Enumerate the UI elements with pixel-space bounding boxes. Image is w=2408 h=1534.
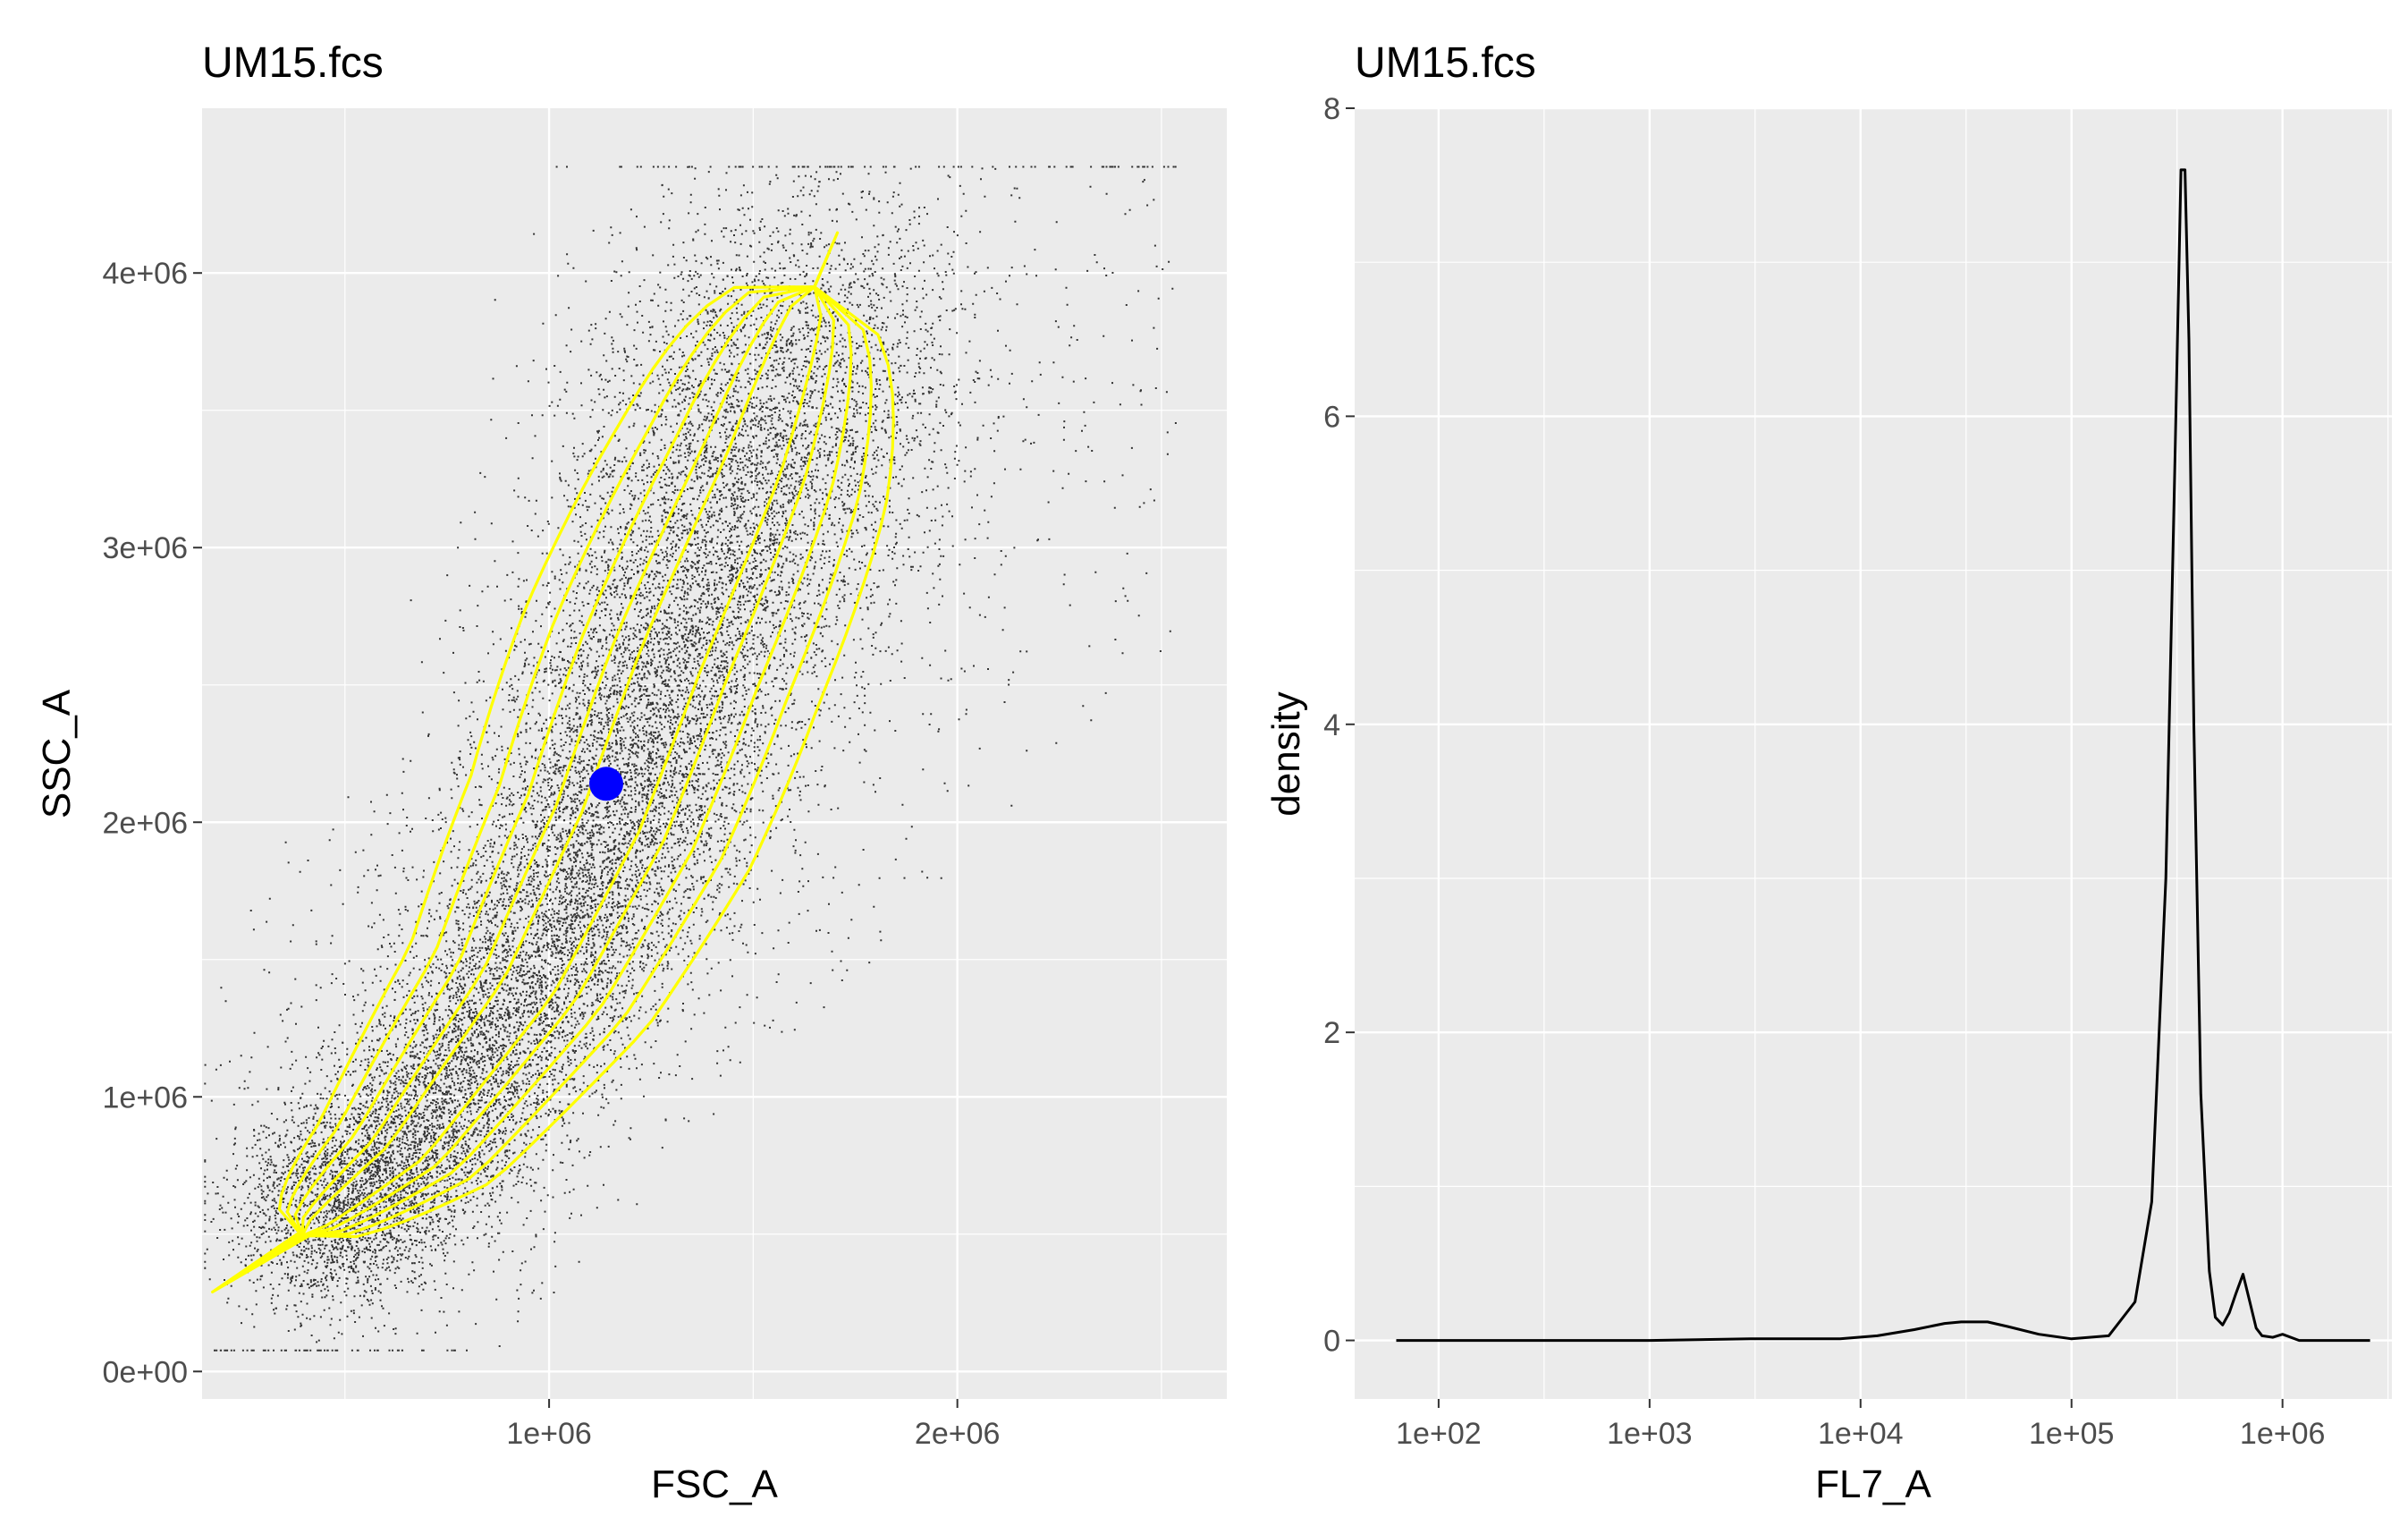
highlight-point: [589, 767, 624, 801]
x-tick-label: 1e+03: [1607, 1417, 1693, 1451]
scatter-density-contours: [211, 231, 895, 1293]
density-series: [1396, 168, 2370, 1343]
y-tick-label: 6: [1323, 400, 1340, 434]
scatter-panel: UM15.fcs 1e+06 2e+06 0e+00 1e+06 2e+06 3e+06…: [35, 39, 1227, 1506]
density-panel: UM15.fcs 1e+02 1e+03 1e+04 1e+05 1e+06 0 2 4 6 8…: [1264, 39, 2392, 1506]
y-tick-label: 4e+06: [103, 257, 189, 291]
y-tick-label: 8: [1323, 92, 1340, 126]
density-y-ticks: 0 2 4 6 8: [1323, 92, 1355, 1359]
x-tick-label: 1e+06: [2240, 1417, 2326, 1451]
density-contour-5: [211, 231, 895, 1293]
scatter-points: [204, 165, 1177, 1352]
y-tick-label: 3e+06: [103, 531, 189, 565]
scatter-highlight-layer: [589, 767, 624, 801]
x-tick-label: 1e+04: [1818, 1417, 1904, 1451]
scatter-y-ticks: 0e+00 1e+06 2e+06 3e+06 4e+06: [103, 257, 202, 1389]
density-title: UM15.fcs: [1355, 39, 1536, 87]
density-plot-background: [1355, 108, 2392, 1399]
y-tick-label: 4: [1323, 708, 1340, 742]
x-tick-label: 1e+06: [506, 1417, 592, 1451]
density-line: [1396, 168, 2370, 1343]
y-tick-label: 2: [1323, 1016, 1340, 1050]
scatter-point-cloud: [204, 165, 1177, 1352]
density-gridlines: [1355, 106, 2392, 1399]
density-x-axis-label: FL7_A: [1815, 1462, 1931, 1506]
scatter-y-axis-label: SSC_A: [35, 689, 79, 818]
scatter-title: UM15.fcs: [202, 39, 384, 87]
scatter-x-ticks: 1e+06 2e+06: [506, 1399, 1000, 1451]
x-tick-label: 2e+06: [915, 1417, 1001, 1451]
x-tick-label: 1e+02: [1396, 1417, 1482, 1451]
scatter-gridlines: [202, 108, 1227, 1399]
density-x-ticks: 1e+02 1e+03 1e+04 1e+05 1e+06: [1396, 1399, 2325, 1451]
x-tick-label: 1e+05: [2029, 1417, 2115, 1451]
density-y-axis-label: density: [1264, 691, 1308, 816]
y-tick-label: 2e+06: [103, 806, 189, 840]
y-tick-label: 0e+00: [103, 1355, 189, 1389]
y-tick-label: 1e+06: [103, 1081, 189, 1114]
scatter-x-axis-label: FSC_A: [651, 1462, 778, 1506]
y-tick-label: 0: [1323, 1325, 1340, 1359]
